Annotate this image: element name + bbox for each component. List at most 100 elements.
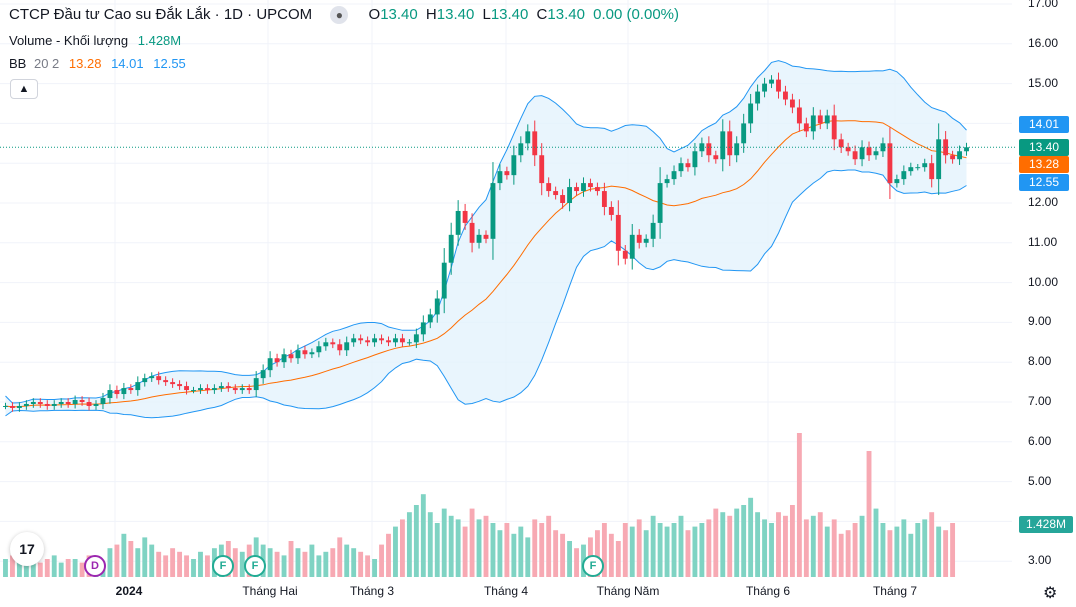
- candle-body: [211, 388, 217, 391]
- candle-body: [699, 143, 705, 152]
- candle-body: [351, 338, 357, 343]
- candle-body: [323, 342, 329, 347]
- eye-icon[interactable]: ●: [330, 6, 349, 25]
- volume-bar: [915, 523, 921, 577]
- logo-text: 17: [19, 541, 35, 557]
- symbol-title[interactable]: CTCP Đầu tư Cao su Đắk Lắk · 1D · UPCOM: [9, 6, 313, 23]
- price-tick-label: 17.00: [1028, 0, 1059, 10]
- volume-bar: [859, 515, 865, 577]
- candle-body: [386, 340, 391, 343]
- volume-bar: [762, 519, 767, 577]
- price-tick-label: 9.00: [1028, 314, 1052, 329]
- candle-body: [525, 131, 531, 144]
- bb-legend[interactable]: BB 20 2 13.28 14.01 12.55: [9, 56, 186, 71]
- candle-body: [908, 167, 914, 172]
- candle-body: [789, 99, 795, 108]
- volume-bar: [406, 512, 412, 577]
- volume-bar: [72, 559, 78, 577]
- candle-body: [218, 386, 224, 389]
- volume-tag: 1.428M: [1019, 516, 1073, 533]
- candle-body: [44, 403, 50, 406]
- volume-bar: [455, 519, 461, 577]
- dividend-marker[interactable]: D: [84, 555, 106, 577]
- candle-body: [399, 338, 405, 343]
- candle-body: [406, 342, 412, 344]
- volume-bar: [379, 544, 384, 577]
- collapse-legend-button[interactable]: ▲: [10, 79, 38, 99]
- volume-bar: [393, 526, 398, 577]
- volume-bar: [156, 551, 162, 577]
- candle-body: [420, 322, 426, 335]
- volume-bar: [880, 523, 886, 577]
- candle-body: [922, 163, 928, 168]
- candle-body: [741, 123, 747, 144]
- bb-upper-value: 14.01: [111, 56, 144, 71]
- volume-bar: [636, 519, 642, 577]
- volume-bar: [413, 505, 419, 577]
- volume-bar: [205, 555, 210, 577]
- volume-bar: [629, 526, 635, 577]
- volume-bar: [309, 544, 315, 577]
- volume-bar: [3, 559, 8, 577]
- volume-bar: [386, 533, 391, 577]
- candle-body: [260, 370, 266, 379]
- candle-body: [574, 187, 579, 192]
- financial-event-marker[interactable]: F: [212, 555, 234, 577]
- candle-body: [755, 91, 761, 104]
- volume-legend[interactable]: Volume - Khối lượng 1.428M: [9, 33, 181, 48]
- volume-bar: [170, 548, 176, 577]
- volume-bar: [908, 533, 914, 577]
- volume-bar: [79, 562, 85, 577]
- candle-body: [803, 123, 809, 132]
- price-tick-label: 11.00: [1028, 234, 1058, 249]
- candle-body: [205, 388, 210, 391]
- high-value: 13.40: [436, 6, 475, 23]
- volume-bar: [288, 541, 294, 577]
- candle-body: [316, 346, 322, 353]
- candle-body: [239, 388, 245, 391]
- candle-body: [469, 222, 475, 243]
- financial-event-marker[interactable]: F: [244, 555, 266, 577]
- candle-body: [518, 143, 524, 156]
- volume-bar: [601, 523, 607, 577]
- volume-bar: [789, 505, 795, 577]
- volume-bar: [657, 523, 663, 577]
- volume-bar: [302, 551, 308, 577]
- tradingview-logo[interactable]: 17: [10, 532, 44, 566]
- financial-event-marker[interactable]: F: [582, 555, 604, 577]
- candle-body: [929, 163, 935, 180]
- candle-body: [37, 402, 43, 404]
- candle-body: [365, 340, 371, 343]
- volume-bar: [838, 533, 844, 577]
- candle-body: [957, 151, 962, 160]
- candle-body: [170, 382, 176, 385]
- candle-body: [372, 338, 378, 343]
- volume-bar: [894, 526, 900, 577]
- candle-body: [448, 234, 454, 263]
- volume-bar: [420, 494, 426, 577]
- price-tick-label: 12.00: [1028, 195, 1059, 209]
- volume-bar: [706, 519, 712, 577]
- volume-bar: [30, 559, 36, 577]
- bb-lower-value: 12.55: [153, 56, 186, 71]
- chevron-up-icon: ▲: [18, 83, 30, 95]
- candle-body: [128, 388, 134, 391]
- volume-bar: [469, 508, 475, 577]
- price-tick-label: 10.00: [1028, 274, 1059, 289]
- price-tick-label: 16.00: [1028, 35, 1059, 50]
- candle-body: [936, 139, 942, 180]
- time-tick-label: Tháng Năm: [596, 584, 660, 598]
- volume-bar: [727, 515, 733, 577]
- candle-body: [302, 350, 308, 355]
- volume-bar: [497, 530, 503, 577]
- price-tick-label: 3.00: [1028, 553, 1052, 568]
- candle-body: [810, 115, 816, 132]
- volume-bar: [51, 555, 57, 577]
- volume-bar: [344, 544, 350, 577]
- volume-bar: [873, 508, 879, 577]
- volume-bar: [281, 555, 287, 577]
- candle-body: [650, 222, 656, 239]
- gear-icon[interactable]: ⚙: [1043, 585, 1058, 602]
- volume-bar: [803, 519, 809, 577]
